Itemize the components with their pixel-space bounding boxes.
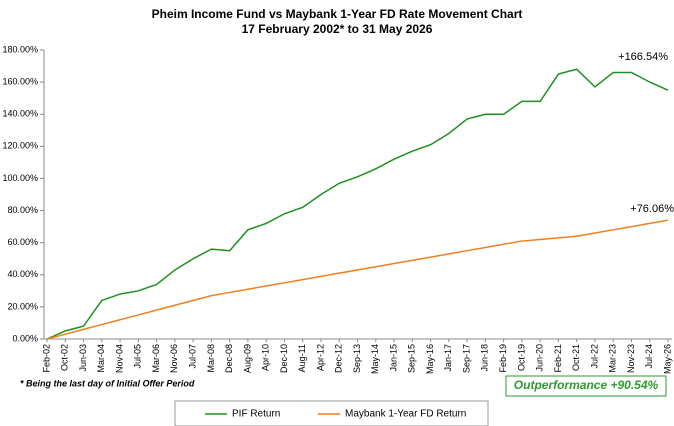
y-tick-label: 60.00% <box>7 237 38 247</box>
x-tick-label: Nov-23 <box>626 344 636 373</box>
x-tick-label: Jul-07 <box>187 344 197 369</box>
legend-label: PIF Return <box>232 409 280 420</box>
x-tick-label: Sep-17 <box>461 344 471 373</box>
x-tick-label: Apr-10 <box>261 344 271 371</box>
x-tick-label: Jul-24 <box>644 344 654 369</box>
outperformance-box <box>505 375 667 397</box>
annotation: +76.06% <box>630 203 674 215</box>
x-tick-label: Mar-04 <box>96 344 106 373</box>
x-tick-label: Jan-15 <box>388 344 398 372</box>
footnote: * Being the last day of Initial Offer Pe… <box>20 378 195 388</box>
series-line <box>46 68 669 340</box>
x-tick-label: May-16 <box>425 344 435 374</box>
x-tick-label: Oct-21 <box>571 344 581 371</box>
y-tick-label: 20.00% <box>7 301 38 311</box>
x-tick-label: Sep-15 <box>407 344 417 373</box>
x-tick-label: Sep-13 <box>352 344 362 373</box>
x-tick-label: Jan-17 <box>443 344 453 372</box>
x-tick-label: Mar-23 <box>608 344 618 373</box>
x-tick-label: Nov-06 <box>169 344 179 373</box>
x-tick-label: Jul-22 <box>589 344 599 369</box>
series-line <box>46 219 669 340</box>
x-tick-label: Jun-20 <box>535 344 545 372</box>
x-tick-label: May-14 <box>370 344 380 374</box>
x-tick-label: Oct-02 <box>60 344 70 371</box>
y-tick-label: 0.00% <box>12 333 38 343</box>
x-tick-label: Feb-21 <box>553 344 563 373</box>
x-tick-label: Mar-08 <box>206 344 216 373</box>
y-tick-label: 40.00% <box>7 269 38 279</box>
outperformance: Outperformance +90.54% <box>514 378 659 392</box>
x-tick-label: Jun-03 <box>78 344 88 372</box>
x-tick-label: Apr-12 <box>315 344 325 371</box>
x-tick-label: Jun-18 <box>480 344 490 372</box>
x-tick-label: Aug-11 <box>297 344 307 372</box>
y-tick-label: 140.00% <box>2 109 38 119</box>
x-tick-label: Dec-12 <box>334 344 344 373</box>
x-tick-label: Oct-19 <box>516 344 526 371</box>
legend-label: Maybank 1-Year FD Return <box>345 409 466 420</box>
y-tick-label: 160.00% <box>2 76 38 86</box>
annotation: +166.54% <box>618 51 668 63</box>
x-tick-label: Mar-06 <box>151 344 161 373</box>
x-tick-label: Feb-19 <box>498 344 508 373</box>
y-tick-label: 120.00% <box>2 141 38 151</box>
x-tick-label: Feb-02 <box>41 344 51 373</box>
y-tick-label: 100.00% <box>2 173 38 183</box>
chart-subtitle: 17 February 2002* to 31 May 2026 <box>242 22 433 36</box>
y-tick-label: 180.00% <box>2 44 38 54</box>
x-tick-label: Aug-09 <box>242 344 252 373</box>
x-tick-label: Dec-10 <box>279 344 289 373</box>
x-tick-label: Nov-04 <box>114 344 124 373</box>
y-tick-label: 80.00% <box>7 205 38 215</box>
chart-title: Pheim Income Fund vs Maybank 1-Year FD R… <box>152 7 523 21</box>
x-tick-label: May-26 <box>662 344 672 374</box>
x-tick-label: Dec-08 <box>224 344 234 373</box>
x-tick-label: Jul-05 <box>133 344 143 369</box>
